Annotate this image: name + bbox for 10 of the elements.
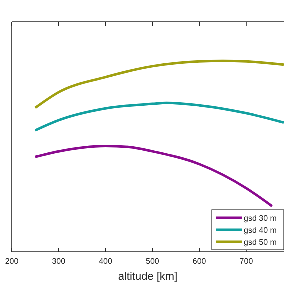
x-tick-label: 500 [146, 257, 160, 266]
x-axis-title: altitude [km] [118, 271, 178, 283]
legend-label: gsd 50 m [244, 238, 278, 247]
x-tick-label: 600 [192, 257, 207, 266]
x-tick-label: 300 [52, 257, 66, 266]
legend-label: gsd 30 m [244, 214, 278, 223]
legend-label: gsd 40 m [244, 226, 278, 235]
x-tick-label: 200 [5, 257, 20, 266]
x-tick-label: 400 [99, 257, 114, 266]
x-tick-label: 700 [240, 257, 254, 266]
